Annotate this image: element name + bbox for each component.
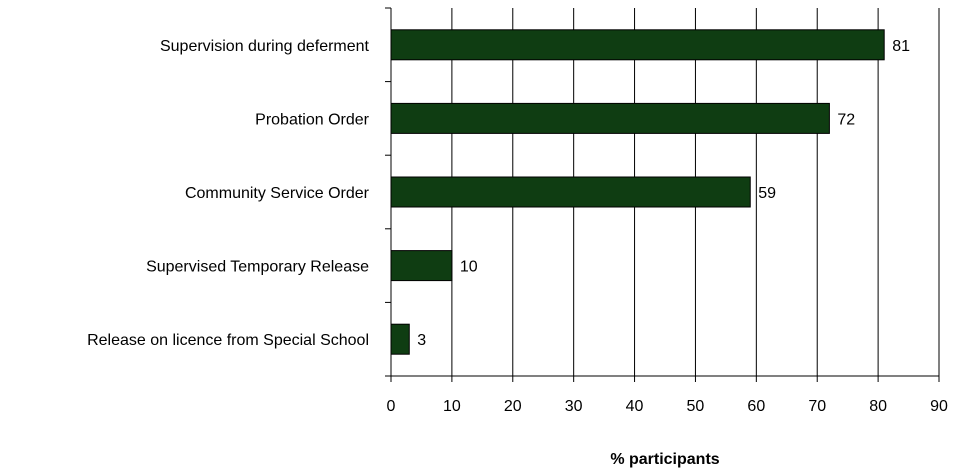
value-label-5: 3 bbox=[417, 332, 426, 349]
bar-2 bbox=[390, 102, 830, 134]
bars bbox=[390, 29, 885, 355]
category-label-4: Supervised Temporary Release bbox=[146, 259, 369, 276]
category-label-1: Supervision during deferment bbox=[160, 38, 370, 55]
x-tick-label-40: 40 bbox=[626, 398, 644, 415]
category-label-5: Release on licence from Special School bbox=[87, 332, 369, 349]
value-label-3: 59 bbox=[758, 185, 776, 202]
x-tick-label-60: 60 bbox=[747, 398, 765, 415]
bar-3 bbox=[390, 176, 751, 208]
axes bbox=[385, 7, 940, 382]
x-tick-label-30: 30 bbox=[565, 398, 583, 415]
x-tick-label-80: 80 bbox=[869, 398, 887, 415]
category-label-2: Probation Order bbox=[255, 111, 370, 128]
labels: 81 Supervision during deferment 72 Probatio… bbox=[87, 38, 948, 415]
x-tick-label-50: 50 bbox=[687, 398, 705, 415]
bar-4 bbox=[390, 250, 453, 282]
bar-5 bbox=[390, 323, 410, 355]
value-label-1: 81 bbox=[892, 38, 910, 55]
value-label-2: 72 bbox=[837, 111, 855, 128]
x-tick-label-10: 10 bbox=[443, 398, 461, 415]
value-label-4: 10 bbox=[460, 259, 478, 276]
x-tick-label-20: 20 bbox=[504, 398, 522, 415]
bar-1 bbox=[390, 29, 885, 61]
category-label-3: Community Service Order bbox=[185, 185, 370, 202]
x-tick-label-0: 0 bbox=[387, 398, 396, 415]
x-tick-label-70: 70 bbox=[808, 398, 826, 415]
x-axis-title: % participants bbox=[610, 451, 719, 468]
x-tick-label-90: 90 bbox=[930, 398, 948, 415]
